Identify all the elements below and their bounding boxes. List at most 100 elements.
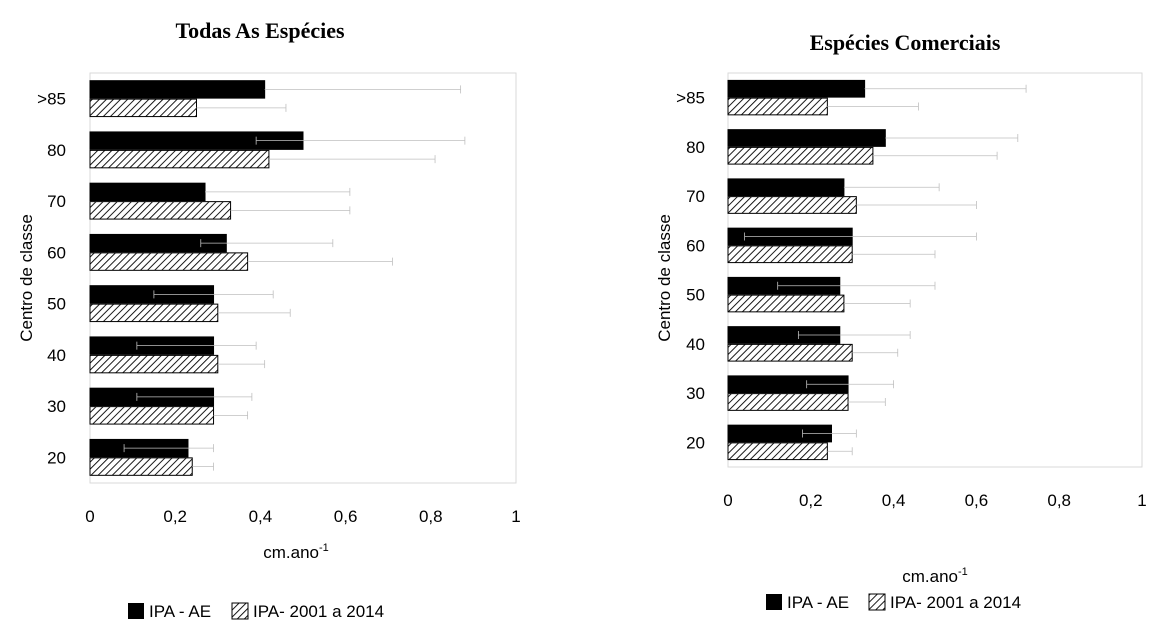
legend-swatch-ipa-2001-2014	[868, 593, 886, 611]
legend-label-ipa-2001-2014: IPA- 2001 a 2014	[890, 593, 1021, 612]
x-tick-label: 0,2	[799, 491, 823, 510]
bar-ipa-ae	[727, 79, 866, 98]
error-bar	[200, 239, 334, 248]
error-bar	[802, 429, 857, 438]
bar-ipa-2001-2014	[89, 252, 249, 271]
bar-ipa-2001-2014	[89, 303, 219, 323]
y-tick-label: 70	[47, 192, 66, 211]
legend-swatch-ipa-ae	[766, 594, 782, 610]
error-bar	[744, 232, 977, 241]
bar-ipa-2001-2014	[89, 149, 270, 169]
x-tick-labels: 0 0,2 0,4 0,6 0,8 1	[85, 507, 520, 526]
y-tick-label: 20	[47, 448, 66, 467]
chart-todas-as-especies: Todas As Espécies >85 80 70 60 50 40 30 20 0 0,2…	[17, 18, 521, 621]
error-bar	[827, 447, 853, 456]
bar-ipa-2001-2014	[727, 245, 853, 264]
error-bar	[856, 200, 977, 209]
x-tick-label: 0,4	[249, 507, 273, 526]
error-bars	[744, 84, 1027, 456]
error-bar	[777, 281, 936, 290]
error-bar	[255, 136, 466, 145]
y-axis-label: Centro de classe	[17, 214, 36, 342]
x-axis-label: cm.ano-1	[263, 542, 329, 562]
error-bar	[217, 308, 291, 317]
error-bars	[123, 85, 466, 471]
bars	[89, 80, 304, 476]
bar-ipa-2001-2014	[89, 201, 232, 220]
y-tick-label: 80	[47, 141, 66, 160]
error-bar	[192, 462, 214, 471]
error-bar	[217, 360, 266, 369]
y-axis-label: Centro de classe	[655, 214, 674, 342]
error-bar	[136, 392, 253, 401]
bar-ipa-2001-2014	[727, 343, 853, 362]
error-bar	[247, 257, 393, 266]
x-tick-label: 0,6	[965, 491, 989, 510]
bar-ipa-ae	[89, 182, 206, 202]
bar-ipa-2001-2014	[727, 442, 828, 461]
error-bar	[797, 331, 911, 340]
y-tick-labels: >85 80 70 60 50 40 30 20	[676, 89, 705, 453]
x-tick-label: 0,8	[419, 507, 443, 526]
y-tick-label: 60	[686, 236, 705, 255]
legend-swatch-ipa-ae	[128, 603, 144, 619]
bar-ipa-2001-2014	[727, 97, 828, 116]
bar-ipa-2001-2014	[89, 406, 215, 425]
error-bar	[806, 380, 894, 389]
error-bar	[827, 102, 919, 111]
error-bar	[213, 411, 249, 420]
legend: IPA - AE IPA- 2001 a 2014	[128, 602, 384, 621]
chart-title: Todas As Espécies	[175, 18, 345, 43]
error-bar	[843, 299, 911, 308]
legend-label-ipa-ae: IPA - AE	[149, 602, 211, 621]
error-bar	[136, 341, 257, 350]
y-tick-label: 40	[47, 346, 66, 365]
y-tick-label: 80	[686, 138, 705, 157]
x-tick-label: 0,2	[163, 507, 187, 526]
y-tick-label: 30	[47, 397, 66, 416]
x-axis-label-text: cm.ano	[263, 543, 319, 562]
error-bar	[852, 348, 899, 357]
bars	[727, 79, 886, 461]
x-tick-label: 0,4	[882, 491, 906, 510]
bar-ipa-2001-2014	[89, 354, 219, 374]
bar-ipa-2001-2014	[89, 457, 193, 476]
legend-swatch-ipa-2001-2014	[231, 602, 249, 620]
plot-area	[89, 72, 517, 484]
x-tick-label: 0	[85, 507, 94, 526]
legend: IPA - AE IPA- 2001 a 2014	[766, 593, 1021, 612]
error-bar	[864, 84, 1027, 93]
y-tick-label: 60	[47, 243, 66, 262]
error-bar	[153, 290, 274, 299]
x-tick-label: 0	[723, 491, 732, 510]
error-bar	[852, 250, 936, 259]
error-bar	[264, 85, 462, 94]
error-bar	[205, 187, 351, 196]
x-tick-label: 0,8	[1047, 491, 1071, 510]
x-axis-label-superscript: -1	[319, 542, 329, 554]
error-bar	[123, 444, 214, 453]
bar-ipa-2001-2014	[727, 393, 849, 411]
y-tick-label: 50	[47, 295, 66, 314]
bar-ipa-ae	[89, 80, 266, 99]
plot-area	[727, 72, 1143, 468]
y-tick-label: 20	[686, 433, 705, 452]
y-tick-label: 40	[686, 335, 705, 354]
x-tick-label: 1	[1137, 491, 1146, 510]
error-bar	[268, 155, 436, 164]
y-tick-label: >85	[37, 90, 66, 109]
y-tick-label: 70	[686, 187, 705, 206]
error-bar	[848, 397, 886, 406]
x-axis-label-text: cm.ano	[902, 567, 958, 586]
bar-ipa-2001-2014	[727, 294, 845, 313]
error-bar	[230, 206, 351, 215]
y-tick-label: 30	[686, 384, 705, 403]
bar-ipa-ae	[727, 129, 886, 147]
legend-label-ipa-2001-2014: IPA- 2001 a 2014	[253, 602, 384, 621]
y-tick-label: >85	[676, 89, 705, 108]
bar-ipa-ae	[727, 178, 845, 197]
bar-ipa-2001-2014	[89, 98, 197, 118]
bar-ipa-2001-2014	[727, 146, 874, 165]
error-bar	[872, 151, 998, 160]
